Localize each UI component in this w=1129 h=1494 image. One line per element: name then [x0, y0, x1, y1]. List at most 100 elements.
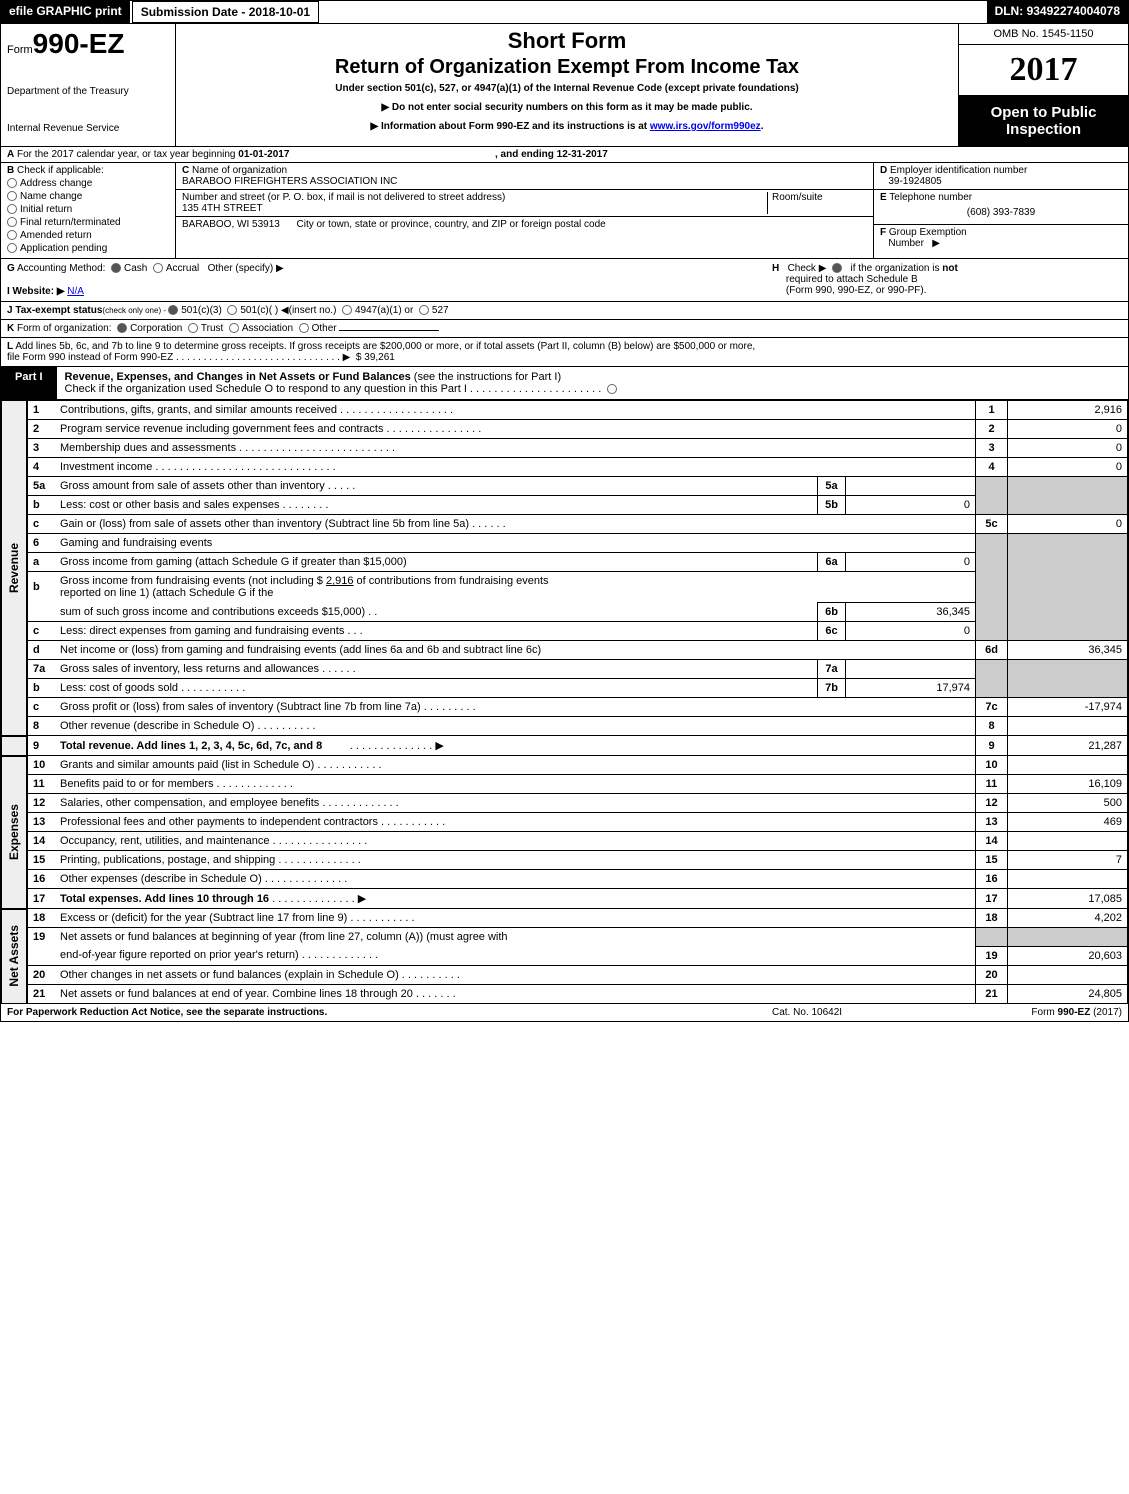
row-13: 13 Professional fees and other payments …	[2, 813, 1128, 832]
chk-application-pending[interactable]: Application pending	[7, 243, 169, 254]
row-1: Revenue 1 Contributions, gifts, grants, …	[2, 401, 1128, 420]
submission-date-box: Submission Date - 2018-10-01	[132, 1, 319, 23]
row-6: 6 Gaming and fundraising events	[2, 534, 1128, 553]
sec-j-label: J Tax-exempt status	[7, 305, 102, 316]
chk-amended-return[interactable]: Amended return	[7, 230, 169, 241]
part-i-header: Part I Revenue, Expenses, and Changes in…	[1, 367, 1128, 400]
row-20: 20 Other changes in net assets or fund b…	[2, 965, 1128, 984]
row-3: 3 Membership dues and assessments . . . …	[2, 439, 1128, 458]
radio-association[interactable]	[229, 323, 239, 333]
row-19a: 19 Net assets or fund balances at beginn…	[2, 928, 1128, 947]
form-prefix: Form	[7, 44, 33, 56]
chk-not-required-schedb[interactable]	[832, 263, 842, 273]
radio-527[interactable]	[419, 305, 429, 315]
section-l: L Add lines 5b, 6c, and 7b to line 9 to …	[1, 338, 1128, 367]
row-6d: d Net income or (loss) from gaming and f…	[2, 641, 1128, 660]
efile-tag: efile GRAPHIC print	[1, 1, 130, 23]
page-footer: For Paperwork Reduction Act Notice, see …	[1, 1004, 1128, 1021]
row-18: Net Assets 18 Excess or (deficit) for th…	[2, 909, 1128, 928]
sec-a-label: A	[7, 149, 14, 160]
part-i-note: (see the instructions for Part I)	[414, 371, 561, 383]
row-7b: b Less: cost of goods sold . . . . . . .…	[2, 679, 1128, 698]
footer-right: Form 990-EZ (2017)	[972, 1007, 1122, 1018]
sec-a-text1: For the 2017 calendar year, or tax year …	[17, 149, 238, 160]
title-short-form: Short Form	[182, 28, 952, 54]
city-value: BARABOO, WI 53913	[182, 219, 280, 230]
dept-treasury: Department of the Treasury	[7, 86, 169, 97]
radio-accrual[interactable]	[153, 263, 163, 273]
sec-d-label: D	[880, 165, 887, 176]
chk-final-return[interactable]: Final return/terminated	[7, 217, 169, 228]
open-line2: Inspection	[963, 121, 1124, 138]
row-6b2: sum of such gross income and contributio…	[2, 603, 1128, 622]
sec-f-label: F	[880, 227, 886, 238]
part-i-checkline: Check if the organization used Schedule …	[65, 383, 602, 395]
dln-label: DLN:	[995, 4, 1027, 18]
subtitle: Under section 501(c), 527, or 4947(a)(1)…	[182, 83, 952, 94]
row-5b: b Less: cost or other basis and sales ex…	[2, 496, 1128, 515]
title-return: Return of Organization Exempt From Incom…	[182, 56, 952, 79]
part-i-title: Revenue, Expenses, and Changes in Net As…	[65, 371, 414, 383]
radio-501c3[interactable]	[168, 305, 178, 315]
section-d: D Employer identification number 39-1924…	[874, 163, 1128, 190]
radio-4947a1[interactable]	[342, 305, 352, 315]
accounting-label: Accounting Method:	[17, 263, 105, 274]
section-a: A For the 2017 calendar year, or tax yea…	[1, 147, 1128, 163]
other-org-input[interactable]	[339, 330, 439, 331]
row-8: 8 Other revenue (describe in Schedule O)…	[2, 717, 1128, 736]
header-right: OMB No. 1545-1150 2017 Open to Public In…	[958, 24, 1128, 146]
sec-l-label: L	[7, 341, 13, 352]
sec-a-end: 12-31-2017	[557, 149, 608, 160]
h-check-text: Check ▶	[788, 263, 827, 274]
info-link[interactable]: www.irs.gov/form990ez	[650, 121, 761, 132]
section-b: B Check if applicable: Address change Na…	[1, 163, 176, 258]
sec-a-text2: , and ending	[495, 149, 557, 160]
form-number: Form990-EZ	[7, 28, 169, 60]
row-15: 15 Printing, publications, postage, and …	[2, 851, 1128, 870]
radio-trust[interactable]	[188, 323, 198, 333]
radio-cash[interactable]	[111, 263, 121, 273]
form-990ez-page: efile GRAPHIC print Submission Date - 20…	[0, 0, 1129, 1022]
sec-i-label: I Website: ▶	[7, 286, 65, 297]
row-11: 11 Benefits paid to or for members . . .…	[2, 775, 1128, 794]
chk-initial-return[interactable]: Initial return	[7, 204, 169, 215]
row-5a: 5a Gross amount from sale of assets othe…	[2, 477, 1128, 496]
row-7c: c Gross profit or (loss) from sales of i…	[2, 698, 1128, 717]
sec-a-begin: 01-01-2017	[238, 149, 289, 160]
row-7a: 7a Gross sales of inventory, less return…	[2, 660, 1128, 679]
chk-address-change[interactable]: Address change	[7, 178, 169, 189]
sec-h-label: H	[772, 263, 779, 274]
row-17: 17 Total expenses. Add lines 10 through …	[2, 889, 1128, 909]
cash-label: Cash	[124, 263, 147, 274]
part-i-table: Revenue 1 Contributions, gifts, grants, …	[1, 400, 1128, 1004]
form-number-text: 990-EZ	[33, 28, 125, 59]
h-text2: if the organization is	[851, 263, 943, 274]
website-value[interactable]: N/A	[67, 286, 84, 297]
expenses-label: Expenses	[2, 756, 28, 909]
accrual-label: Accrual	[166, 263, 199, 274]
radio-other-org[interactable]	[299, 323, 309, 333]
info-post: .	[761, 121, 764, 132]
row-12: 12 Salaries, other compensation, and emp…	[2, 794, 1128, 813]
chk-name-change[interactable]: Name change	[7, 191, 169, 202]
chk-schedule-o[interactable]	[607, 384, 617, 394]
name-label: Name of organization	[192, 165, 287, 176]
footer-cat: Cat. No. 10642I	[772, 1007, 972, 1018]
info-pre: ▶ Information about Form 990-EZ and its …	[371, 121, 650, 132]
omb-number: OMB No. 1545-1150	[959, 24, 1128, 45]
org-name: BARABOO FIREFIGHTERS ASSOCIATION INC	[182, 176, 397, 187]
dln-box: DLN: 93492274004078	[987, 1, 1128, 23]
row-21: 21 Net assets or fund balances at end of…	[2, 984, 1128, 1003]
room-label: Room/suite	[772, 192, 823, 203]
section-c: C Name of organization BARABOO FIREFIGHT…	[176, 163, 873, 258]
phone-value: (608) 393-7839	[880, 203, 1122, 222]
group-exemption-label2: Number	[888, 238, 924, 249]
row-9: 9 Total revenue. Add lines 1, 2, 3, 4, 5…	[2, 736, 1128, 756]
section-h: H Check ▶ if the organization is not req…	[772, 263, 1122, 297]
sec-l-text2: file Form 990 instead of Form 990-EZ . .…	[7, 352, 350, 363]
org-name-row: C Name of organization BARABOO FIREFIGHT…	[176, 163, 873, 190]
radio-corporation[interactable]	[117, 323, 127, 333]
sec-j-small: (check only one) -	[102, 306, 168, 315]
radio-501c[interactable]	[227, 305, 237, 315]
sec-l-amount: $ 39,261	[356, 352, 395, 363]
